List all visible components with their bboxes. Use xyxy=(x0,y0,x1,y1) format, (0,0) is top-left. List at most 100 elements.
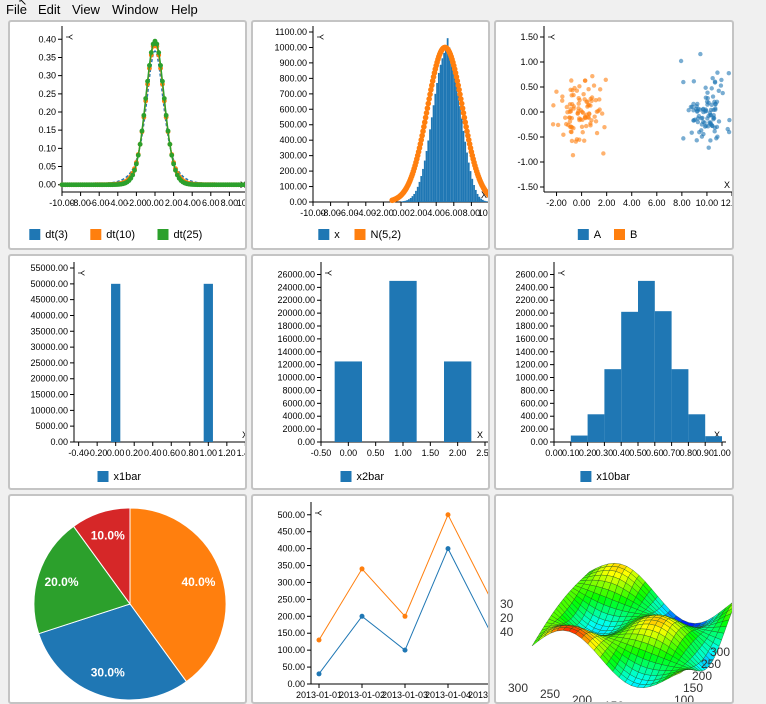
scatter-point xyxy=(690,130,694,134)
x-tick-label: -6.00 xyxy=(89,198,110,208)
scatter-point xyxy=(727,71,731,75)
y-tick-label: 0.00 xyxy=(289,197,307,207)
y-tick-label: 200.00 xyxy=(520,424,548,434)
scatter-point xyxy=(719,83,723,87)
legend-label: B xyxy=(630,229,637,241)
x-tick-label: 4.00 xyxy=(623,198,641,208)
x-tick-label: -2.00 xyxy=(546,198,567,208)
y-tick-label: 600.00 xyxy=(279,104,307,114)
bar xyxy=(672,369,689,442)
menu-help[interactable]: Help xyxy=(171,2,198,18)
panel-surface3d[interactable]: 30204030025020015030025020015010050 xyxy=(494,494,734,704)
x-tick-label: 150 xyxy=(604,699,624,702)
scatter-point xyxy=(710,76,714,80)
y-tick-label: 1400.00 xyxy=(515,347,548,357)
y-tick-label: 20000.00 xyxy=(30,374,68,384)
data-point xyxy=(403,648,408,653)
legend-label: dt(25) xyxy=(174,229,203,241)
scatter-point xyxy=(576,102,580,106)
x-tick-label: 0.40 xyxy=(612,448,630,458)
x-tick-label: 1.40 xyxy=(237,448,245,458)
y-axis-letter: Y xyxy=(315,34,325,40)
y-tick-label: 0.35 xyxy=(38,52,56,62)
y-tick-label: 30000.00 xyxy=(30,342,68,352)
x-tick-label: 12.00 xyxy=(721,198,732,208)
scatter-point xyxy=(698,52,702,56)
x-tick-label: -2.00 xyxy=(373,208,394,218)
scatter-point xyxy=(721,91,725,95)
menu-view[interactable]: View xyxy=(72,2,100,18)
menu-edit[interactable]: Edit xyxy=(38,2,60,18)
histogram-bar xyxy=(443,53,445,202)
legend-swatch xyxy=(318,229,329,240)
data-point xyxy=(141,113,146,118)
scatter-point xyxy=(576,111,580,115)
histogram-bar xyxy=(485,201,487,202)
legend-label: N(5,2) xyxy=(371,229,402,241)
y-tick-label: 6000.00 xyxy=(282,398,315,408)
histogram-bar xyxy=(441,58,443,202)
panel-pie[interactable]: 40.0%30.0%20.0%10.0% xyxy=(8,494,247,704)
scatter-point xyxy=(589,97,593,101)
scatter-point xyxy=(570,139,574,143)
x-tick-label: 0.80 xyxy=(680,448,698,458)
histogram-bar xyxy=(475,190,477,202)
pie-slice-label: 10.0% xyxy=(91,529,125,543)
data-point xyxy=(446,512,451,517)
scatter-point xyxy=(571,106,575,110)
scatter-point xyxy=(551,103,555,107)
z-tick-label: 40 xyxy=(500,625,514,639)
data-point xyxy=(130,173,135,178)
scatter-point xyxy=(561,133,565,137)
scatter-point xyxy=(588,123,592,127)
x-tick-label: 1.20 xyxy=(218,448,236,458)
legend-label: x10bar xyxy=(596,471,630,483)
bar xyxy=(444,361,471,442)
y-tick-label: 10000.00 xyxy=(30,405,68,415)
scatter-point xyxy=(597,97,601,101)
x-tick-label: 2.00 xyxy=(410,208,428,218)
y-tick-label: 250.00 xyxy=(277,594,305,604)
bar xyxy=(638,281,655,442)
bar xyxy=(571,436,588,442)
z-tick-label: 30 xyxy=(500,597,514,611)
scatter-point xyxy=(705,102,709,106)
histogram-bar xyxy=(415,191,417,202)
y-tick-label: 0.25 xyxy=(38,89,56,99)
y-axis-letter: Y xyxy=(313,510,323,516)
scatter-point xyxy=(698,107,702,111)
menu-window[interactable]: Window xyxy=(112,2,158,18)
menu-bar: File Edit View Window Help ↖ xyxy=(0,0,766,20)
scatter-point xyxy=(563,115,567,119)
data-point xyxy=(446,546,451,551)
x-tick-label: 8.00 xyxy=(673,198,691,208)
scatter-point xyxy=(580,125,584,129)
scatter-point xyxy=(584,124,588,128)
y-axis-letter: Y xyxy=(556,270,566,276)
mouse-cursor-icon: ↖ xyxy=(18,0,27,8)
x-tick-label: 1.00 xyxy=(200,448,218,458)
histogram-bar xyxy=(470,171,472,202)
x-tick-label: 2013-01-01 xyxy=(296,690,342,700)
x-tick-label: 2.00 xyxy=(598,198,616,208)
y-tick-label: 600.00 xyxy=(520,398,548,408)
histogram-bar xyxy=(438,73,440,202)
x2bar-chart: 0.002000.004000.006000.008000.0010000.00… xyxy=(253,256,488,488)
data-point xyxy=(140,128,145,133)
scatter-point xyxy=(681,136,685,140)
y-tick-label: 400.00 xyxy=(277,544,305,554)
x-tick-label: 0.20 xyxy=(125,448,143,458)
data-point xyxy=(360,614,365,619)
y-tick-label: 0.00 xyxy=(530,437,548,447)
scatter-point xyxy=(586,87,590,91)
series-line xyxy=(62,43,245,185)
y-tick-label: 18000.00 xyxy=(277,321,315,331)
